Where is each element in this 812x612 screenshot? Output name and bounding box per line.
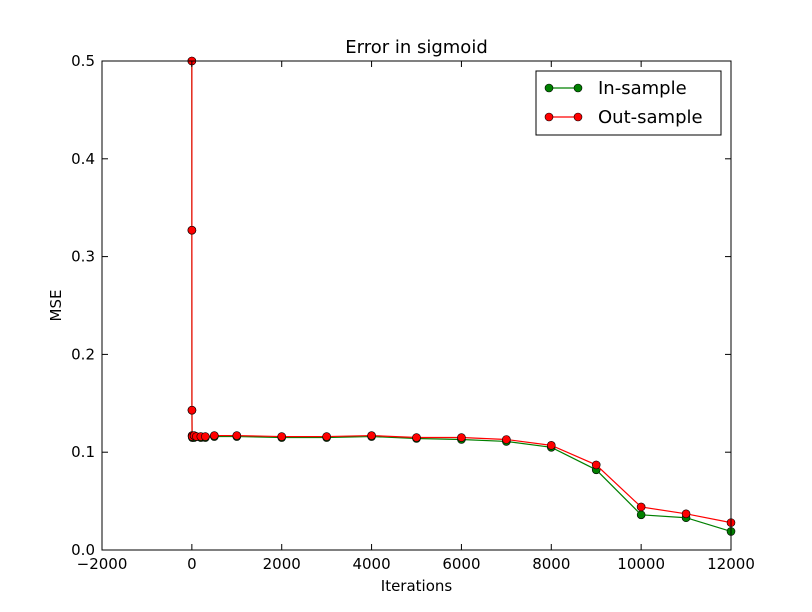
- x-tick-label: 12000: [707, 555, 755, 573]
- legend-box: [535, 70, 722, 136]
- x-tick-label: 0: [187, 555, 197, 573]
- legend-entry-out-sample: Out-sample: [544, 107, 703, 128]
- legend-marker: [544, 83, 554, 93]
- x-tick-label: 4000: [352, 555, 390, 573]
- plot-frame: [101, 60, 732, 551]
- data-point-out-sample: [322, 432, 331, 441]
- data-point-out-sample: [187, 405, 197, 415]
- x-axis: −2000 0 2000 4000 6000 8000 10000 12000: [77, 61, 755, 573]
- y-axis-title: MSE: [47, 290, 65, 322]
- x-tick-label: 2000: [263, 555, 301, 573]
- plot-background: [102, 61, 731, 550]
- legend-label: In-sample: [598, 78, 687, 99]
- y-tick-label: 0.3: [71, 248, 95, 266]
- data-point-out-sample: [201, 432, 210, 441]
- x-tick-label: 8000: [532, 555, 570, 573]
- data-point-out-sample: [412, 433, 421, 442]
- y-tick-label: 0.0: [71, 541, 95, 559]
- x-tick-label: 10000: [617, 555, 665, 573]
- y-tick-label: 0.2: [71, 345, 95, 363]
- y-tick-label: 0.5: [71, 52, 95, 70]
- data-point-out-sample: [636, 502, 646, 512]
- y-axis: 0.0 0.1 0.2 0.3 0.4 0.5: [71, 52, 731, 559]
- x-tick-label: 6000: [442, 555, 480, 573]
- y-tick-label: 0.1: [71, 443, 95, 461]
- x-tick-label: −2000: [77, 555, 128, 573]
- data-point-out-sample: [502, 435, 511, 444]
- legend-marker: [544, 112, 554, 122]
- x-axis-title: Iterations: [381, 577, 453, 595]
- data-point-out-sample: [591, 460, 601, 470]
- series-out-sample: [187, 56, 736, 527]
- data-point-out-sample: [187, 225, 197, 235]
- data-point-out-sample: [232, 431, 242, 440]
- data-point-out-sample: [277, 432, 287, 441]
- legend-marker: [573, 112, 583, 122]
- legend-entry-in-sample: In-sample: [544, 78, 687, 99]
- data-point-out-sample: [546, 441, 556, 450]
- data-point-out-sample: [681, 509, 691, 519]
- y-tick-label: 0.4: [71, 150, 95, 168]
- data-point-out-sample: [457, 433, 466, 442]
- chart-title: Error in sigmoid: [345, 37, 488, 58]
- legend: In-sample Out-sample: [535, 70, 722, 136]
- data-point-in-sample: [636, 510, 646, 520]
- legend-label: Out-sample: [598, 107, 703, 128]
- data-point-out-sample: [367, 431, 376, 440]
- legend-marker: [573, 83, 583, 93]
- data-point-out-sample: [210, 431, 219, 440]
- series-layer: [187, 56, 736, 536]
